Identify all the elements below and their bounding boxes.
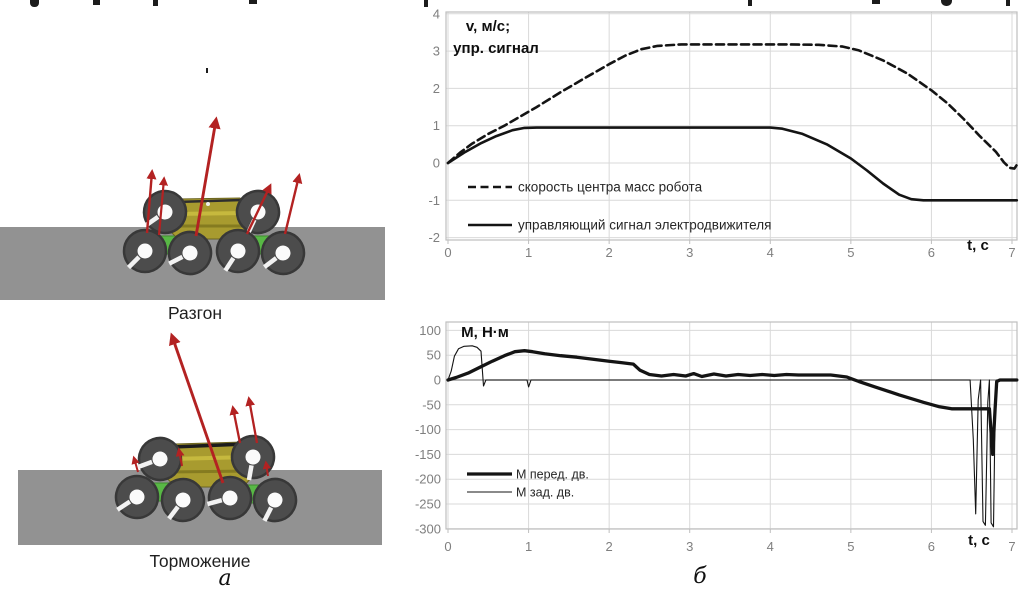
y-tick-label: -300	[415, 521, 441, 536]
acceleration-caption: Разгон	[167, 303, 223, 323]
clipped-text-fragment	[941, 0, 952, 6]
x-tick-label: 3	[686, 539, 693, 554]
y-tick-label: -50	[422, 397, 441, 412]
clipped-text-fragment	[424, 0, 428, 7]
clipped-text-fragment	[1006, 0, 1010, 6]
force-arrow	[283, 173, 303, 235]
braking-caption: Торможение	[149, 551, 251, 571]
body-hinge	[206, 202, 210, 206]
robot-body-stripe	[175, 198, 243, 204]
x-tick-label: 2	[606, 539, 613, 554]
clipped-text-fragment	[249, 0, 257, 4]
force-arrow	[175, 447, 185, 467]
y-tick-label: -250	[415, 497, 441, 512]
force-arrow	[194, 116, 221, 237]
x-tick-label: 0	[444, 539, 451, 554]
y-tick-label: 100	[419, 323, 441, 338]
robot-braking	[112, 428, 301, 527]
y-tick-label: -2	[428, 230, 440, 245]
force-arrow	[145, 168, 157, 234]
force-arrow	[262, 460, 272, 477]
x-tick-label: 7	[1008, 245, 1015, 260]
panel-b-label: б	[693, 564, 707, 589]
clipped-text-fragment	[93, 0, 100, 5]
x-tick-label: 1	[525, 539, 532, 554]
axis-title: М, Н·м	[461, 324, 509, 341]
y-tick-label: 1	[433, 118, 440, 133]
legend-label: скорость центра масс робота	[518, 180, 703, 195]
force-arrow	[157, 176, 169, 236]
x-tick-label: 6	[928, 539, 935, 554]
axis-title: v, м/с;	[466, 18, 510, 35]
y-tick-label: -150	[415, 447, 441, 462]
y-tick-label: 3	[433, 44, 440, 59]
velocity-chart: 4 3 2 1 0 -1 -2 0 1 2 3 4 5 6 7 v, м/с; упр. сигнал t, с с…	[428, 6, 1019, 260]
y-tick-label: -1	[428, 193, 440, 208]
series-line	[447, 345, 1018, 528]
x-tick-label: 4	[767, 245, 774, 260]
x-tick-label: 4	[767, 539, 774, 554]
y-tick-label: -100	[415, 422, 441, 437]
robot-acceleration	[124, 185, 307, 279]
clipped-text-fragment	[153, 0, 158, 6]
legend-label: М перед. дв.	[516, 468, 589, 482]
clipped-text-fragment	[30, 0, 39, 7]
series-line	[446, 126, 1019, 202]
force-arrows	[145, 116, 303, 237]
y-tick-label: 0	[433, 156, 440, 171]
legend-label: управляющий сигнал электродвижителя	[518, 218, 771, 233]
x-tick-label: 5	[847, 245, 854, 260]
clipped-text-fragment	[872, 0, 880, 4]
x-axis-label: t, с	[967, 237, 989, 254]
x-tick-label: 0	[444, 245, 451, 260]
force-arrow	[169, 332, 225, 484]
y-tick-label: 0	[434, 373, 441, 388]
y-tick-label: 2	[433, 81, 440, 96]
x-tick-label: 2	[606, 245, 613, 260]
x-tick-label: 3	[686, 245, 693, 260]
force-arrow	[229, 405, 242, 444]
force-arrow	[245, 183, 272, 235]
force-arrows	[131, 332, 272, 484]
y-tick-label: 50	[427, 348, 441, 363]
x-tick-label: 1	[525, 245, 532, 260]
x-tick-label: 7	[1008, 539, 1015, 554]
force-arrow	[245, 396, 259, 444]
clipped-text-fragment	[748, 0, 752, 6]
series-line	[446, 349, 1019, 457]
plot-frame	[445, 11, 1018, 241]
wheel-icon	[124, 230, 166, 272]
plot-frame	[445, 321, 1018, 530]
y-tick-label: -200	[415, 472, 441, 487]
panel-a-label: а	[218, 566, 232, 591]
clipped-text-fragment	[206, 68, 208, 73]
y-tick-label: 4	[433, 6, 440, 21]
robot-braking-figure	[18, 332, 382, 545]
force-arrow	[131, 455, 140, 473]
x-axis-label: t, с	[968, 532, 990, 549]
x-tick-label: 6	[928, 245, 935, 260]
axis-title: упр. сигнал	[453, 40, 539, 57]
x-tick-label: 5	[847, 539, 854, 554]
legend-label: М зад. дв.	[516, 486, 574, 500]
series-line	[446, 43, 1019, 170]
robot-acceleration-figure	[0, 116, 385, 300]
